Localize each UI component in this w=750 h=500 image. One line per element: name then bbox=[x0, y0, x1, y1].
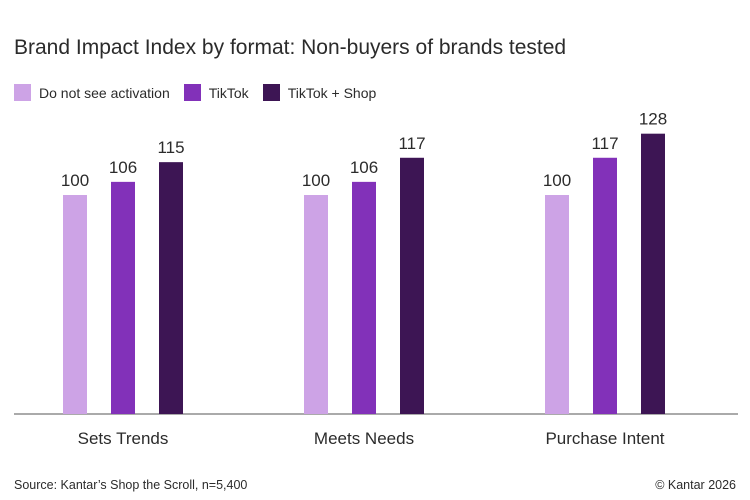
bar bbox=[111, 181, 135, 414]
bar bbox=[545, 195, 569, 414]
bar-value-label: 106 bbox=[109, 158, 137, 177]
bar bbox=[159, 162, 183, 414]
category-label: Meets Needs bbox=[314, 429, 414, 448]
bar bbox=[304, 195, 328, 414]
bar bbox=[593, 157, 617, 414]
bar-value-label: 115 bbox=[157, 138, 184, 157]
legend-swatch-tiktok bbox=[183, 84, 201, 101]
chart-title: Brand Impact Index by format: Non-buyers… bbox=[14, 36, 567, 59]
legend-swatch-do-not-see-activation bbox=[14, 84, 31, 101]
category-label: Sets Trends bbox=[78, 429, 169, 448]
bar-value-label: 100 bbox=[61, 171, 89, 190]
bar bbox=[352, 181, 376, 414]
legend-item-tiktok: TikTok bbox=[183, 84, 249, 101]
bar-value-label: 128 bbox=[639, 110, 667, 129]
legend-label-tiktok-shop: TikTok + Shop bbox=[287, 84, 377, 101]
bar bbox=[641, 133, 665, 414]
category-label: Purchase Intent bbox=[545, 429, 664, 448]
bar-value-label: 106 bbox=[350, 158, 378, 177]
legend-label-do-not-see-activation: Do not see activation bbox=[39, 84, 170, 101]
legend: Do not see activation TikTok TikTok + Sh… bbox=[14, 84, 390, 101]
copyright-note: © Kantar 2026 bbox=[655, 478, 736, 492]
bar-value-label: 117 bbox=[398, 134, 425, 153]
bar bbox=[400, 157, 424, 414]
bar-value-label: 117 bbox=[591, 134, 618, 153]
legend-label-tiktok: TikTok bbox=[208, 84, 249, 101]
source-note: Source: Kantar’s Shop the Scroll, n=5,40… bbox=[14, 478, 248, 492]
bar bbox=[63, 195, 87, 414]
legend-item-do-not-see-activation: Do not see activation bbox=[14, 84, 170, 101]
legend-swatch-tiktok-shop bbox=[262, 84, 280, 101]
legend-item-tiktok-shop: TikTok + Shop bbox=[262, 84, 377, 101]
bar-value-label: 100 bbox=[543, 171, 571, 190]
bar-value-label: 100 bbox=[302, 171, 330, 190]
